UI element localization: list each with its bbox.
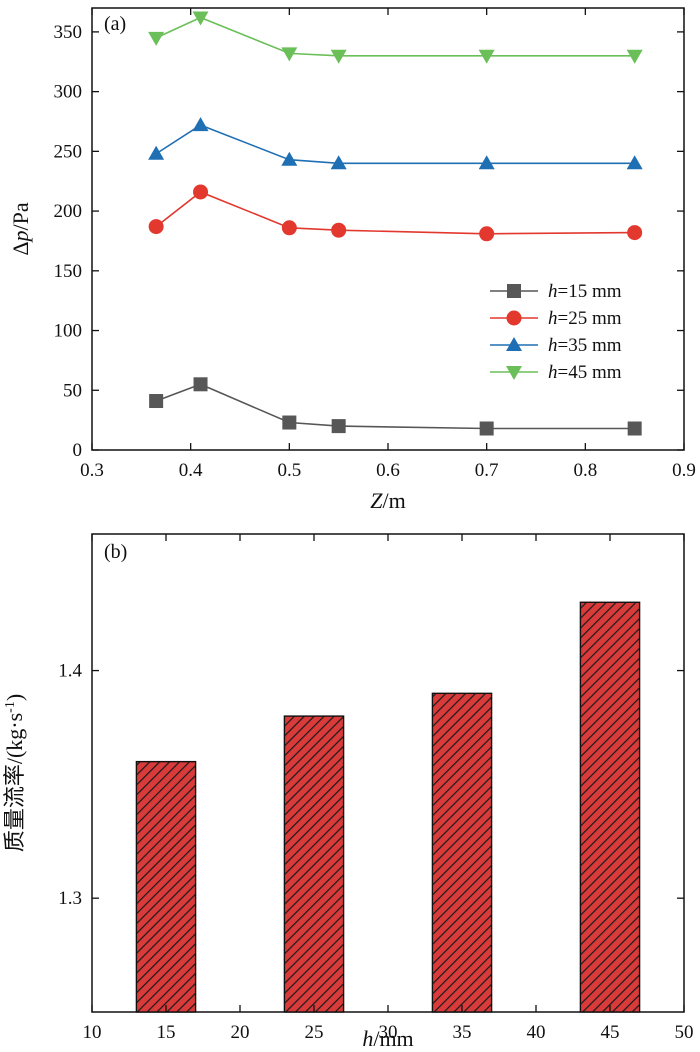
chart-panel-b: (b) 10 15 20 25 30 35 40 45 50 1.3 1.4 h/mm 质量流率/… bbox=[2, 533, 694, 1051]
data-point-a bbox=[193, 184, 209, 200]
x-tick-label-b: 35 bbox=[453, 1022, 472, 1043]
y-axis-a: 0 50 100 150 200 250 300 350 bbox=[54, 22, 684, 461]
x-axis-title-b: h/mm bbox=[362, 1026, 413, 1051]
x-axis-a: 0.3 0.4 0.5 0.6 0.7 0.8 0.9 bbox=[80, 8, 696, 481]
legend-a: h=15 mm h=25 mm h=35 mm h=45 mm bbox=[490, 281, 622, 383]
legend-label-a: h=35 mm bbox=[548, 335, 622, 356]
x-tick-label-b: 45 bbox=[601, 1022, 620, 1043]
series-3-a bbox=[148, 117, 643, 170]
x-tick-label-b: 15 bbox=[157, 1022, 176, 1043]
y-tick-label-b: 1.4 bbox=[58, 661, 82, 682]
legend-marker-a bbox=[506, 337, 522, 351]
data-point-a bbox=[330, 49, 347, 64]
x-tick-label-b: 25 bbox=[305, 1022, 324, 1043]
series-line-a bbox=[155, 124, 635, 165]
data-point-a bbox=[331, 419, 346, 434]
data-point-a bbox=[331, 222, 347, 238]
x-tick-label-a: 0.5 bbox=[277, 460, 301, 481]
data-point-a bbox=[330, 155, 347, 170]
series-line-a bbox=[155, 383, 635, 430]
data-point-a bbox=[479, 421, 494, 436]
x-tick-label-a: 0.4 bbox=[179, 460, 203, 481]
y-tick-label-b: 1.3 bbox=[58, 888, 82, 909]
series-line-a bbox=[155, 191, 635, 235]
legend-marker-a bbox=[506, 366, 522, 380]
data-point-a bbox=[281, 47, 298, 62]
y-tick-label-a: 100 bbox=[54, 321, 83, 342]
panel-label-b: (b) bbox=[104, 541, 127, 563]
x-tick-label-b: 20 bbox=[231, 1022, 250, 1043]
data-point-a bbox=[626, 49, 643, 64]
x-axis-title-a: Z/m bbox=[370, 488, 405, 513]
bar-b bbox=[283, 715, 345, 1013]
legend-marker-a bbox=[507, 284, 521, 298]
data-point-a bbox=[478, 49, 495, 64]
series-group-a bbox=[148, 11, 643, 436]
data-point-a bbox=[148, 145, 165, 160]
bar-b bbox=[579, 601, 641, 1013]
y-axis-b: 1.3 1.4 bbox=[58, 661, 684, 909]
bars-group-b bbox=[135, 601, 641, 1013]
series-1-a bbox=[149, 377, 642, 436]
legend-label-a: h=25 mm bbox=[548, 308, 622, 329]
data-point-a bbox=[627, 421, 642, 436]
x-tick-label-b: 30 bbox=[379, 1022, 398, 1043]
data-point-a bbox=[149, 394, 164, 409]
data-point-a bbox=[479, 226, 495, 242]
data-point-a bbox=[281, 220, 297, 236]
data-point-a bbox=[478, 155, 495, 170]
data-point-a bbox=[148, 31, 165, 46]
x-tick-label-b: 50 bbox=[675, 1022, 694, 1043]
x-tick-label-a: 0.8 bbox=[573, 460, 597, 481]
x-tick-label-a: 0.6 bbox=[376, 460, 400, 481]
y-tick-label-a: 200 bbox=[54, 201, 83, 222]
data-point-a bbox=[282, 415, 297, 430]
y-axis-title-a: Δp/Pa bbox=[8, 202, 33, 256]
data-point-a bbox=[627, 225, 643, 241]
legend-marker-a bbox=[506, 310, 522, 326]
legend-label-a: h=45 mm bbox=[548, 362, 622, 383]
data-point-a bbox=[192, 117, 209, 132]
x-tick-label-a: 0.9 bbox=[672, 460, 696, 481]
y-tick-label-a: 300 bbox=[54, 82, 83, 103]
y-tick-label-a: 150 bbox=[54, 261, 83, 282]
panel-label-a: (a) bbox=[104, 13, 126, 35]
x-tick-label-a: 0.7 bbox=[475, 460, 499, 481]
chart-panel-a: (a) 0.3 0.4 0.5 0.6 0.7 0.8 0.9 0 50 100 150 200 25… bbox=[8, 7, 696, 513]
series-line-a bbox=[155, 16, 635, 57]
bar-b bbox=[135, 760, 197, 1013]
y-tick-label-a: 350 bbox=[54, 22, 83, 43]
bar-b bbox=[431, 692, 493, 1013]
data-point-a bbox=[192, 11, 209, 26]
y-tick-label-a: 250 bbox=[54, 141, 83, 162]
plot-frame-a bbox=[91, 7, 685, 451]
x-axis-b: 10 15 20 25 30 35 40 45 50 bbox=[83, 534, 694, 1043]
data-point-a bbox=[626, 155, 643, 170]
x-tick-label-a: 0.3 bbox=[80, 460, 104, 481]
x-tick-label-b: 40 bbox=[527, 1022, 546, 1043]
data-point-a bbox=[281, 151, 298, 166]
y-axis-title-b: 质量流率/(kg·s-1) bbox=[2, 694, 27, 852]
data-point-a bbox=[148, 219, 164, 235]
legend-label-a: h=15 mm bbox=[548, 281, 622, 302]
data-point-a bbox=[193, 377, 208, 392]
series-2-a bbox=[148, 184, 643, 242]
series-4-a bbox=[148, 11, 643, 64]
y-tick-label-a: 0 bbox=[73, 440, 83, 461]
y-tick-label-a: 50 bbox=[63, 380, 82, 401]
x-tick-label-b: 10 bbox=[83, 1022, 102, 1043]
